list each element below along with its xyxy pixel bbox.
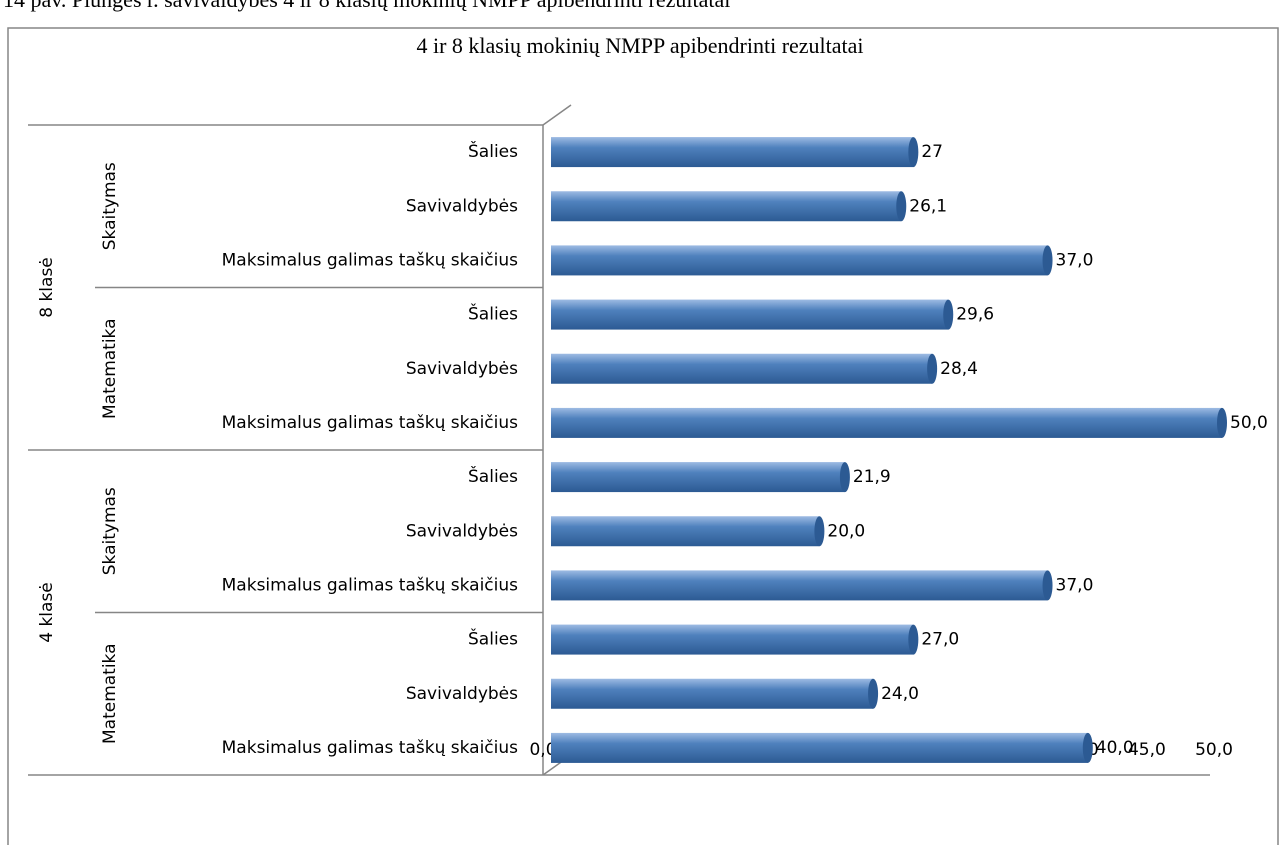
bar-end — [1217, 407, 1227, 438]
bar — [551, 678, 874, 709]
bar — [551, 732, 1088, 763]
bar-end — [896, 191, 907, 222]
subject-label: Matematika — [100, 643, 120, 744]
bar-end — [908, 137, 919, 168]
bar — [551, 570, 1048, 601]
grade-label: 8 klasė — [37, 257, 57, 318]
bar — [551, 191, 902, 222]
bar-end — [1082, 732, 1093, 763]
category-label: Šalies — [468, 140, 518, 162]
value-label: 37,0 — [1056, 250, 1094, 270]
category-label: Maksimalus galimas taškų skaičius — [222, 738, 518, 758]
value-label: 21,9 — [853, 467, 891, 487]
bar-end — [943, 299, 954, 330]
category-label: Šalies — [468, 628, 518, 650]
category-label: Savivaldybės — [406, 196, 518, 216]
bar — [551, 516, 820, 547]
category-label: Maksimalus galimas taškų skaičius — [222, 413, 518, 433]
category-label: Šalies — [468, 303, 518, 325]
bar-end — [868, 678, 879, 709]
category-label: Savivaldybės — [406, 684, 518, 704]
value-label: 29,6 — [956, 305, 994, 325]
value-label: 27,0 — [921, 630, 959, 650]
bar — [551, 407, 1222, 438]
category-label: Savivaldybės — [406, 521, 518, 541]
subject-label: Matematika — [100, 318, 120, 419]
bar-end — [1042, 245, 1053, 276]
subject-label: Skaitymas — [100, 162, 120, 250]
category-label: Maksimalus galimas taškų skaičius — [222, 575, 518, 595]
value-label: 20,0 — [827, 521, 865, 541]
caption: 14 pav. Plungės r. savivaldybės 4 ir 8 k… — [3, 0, 730, 12]
bar-end — [814, 516, 825, 547]
bar-end — [927, 353, 938, 384]
value-label: 37,0 — [1056, 575, 1094, 595]
axis-depth — [542, 104, 572, 126]
bar — [551, 624, 914, 655]
x-tick-label: 50,0 — [1195, 740, 1233, 760]
chart-border — [7, 27, 1279, 845]
bar-end — [1042, 570, 1053, 601]
bar-end — [839, 462, 850, 493]
subject-label: Skaitymas — [100, 487, 120, 575]
category-label: Maksimalus galimas taškų skaičius — [222, 250, 518, 270]
bar — [551, 353, 933, 384]
value-label: 27 — [921, 142, 943, 162]
bar — [551, 299, 949, 330]
value-label: 26,1 — [909, 196, 947, 216]
bar — [551, 462, 845, 493]
category-label: Šalies — [468, 465, 518, 487]
bar-end — [908, 624, 919, 655]
chart-title: 4 ir 8 klasių mokinių NMPP apibendrinti … — [416, 33, 863, 58]
value-label: 28,4 — [940, 359, 978, 379]
bar — [551, 137, 914, 168]
bar — [551, 245, 1048, 276]
value-label: 50,0 — [1230, 413, 1268, 433]
value-label: 40,0 — [1096, 738, 1134, 758]
grade-label: 4 klasė — [37, 582, 57, 643]
value-label: 24,0 — [881, 684, 919, 704]
category-label: Savivaldybės — [406, 359, 518, 379]
x-tick-label: 45,0 — [1128, 740, 1166, 760]
x-tick-label: 0,0 — [529, 740, 556, 760]
